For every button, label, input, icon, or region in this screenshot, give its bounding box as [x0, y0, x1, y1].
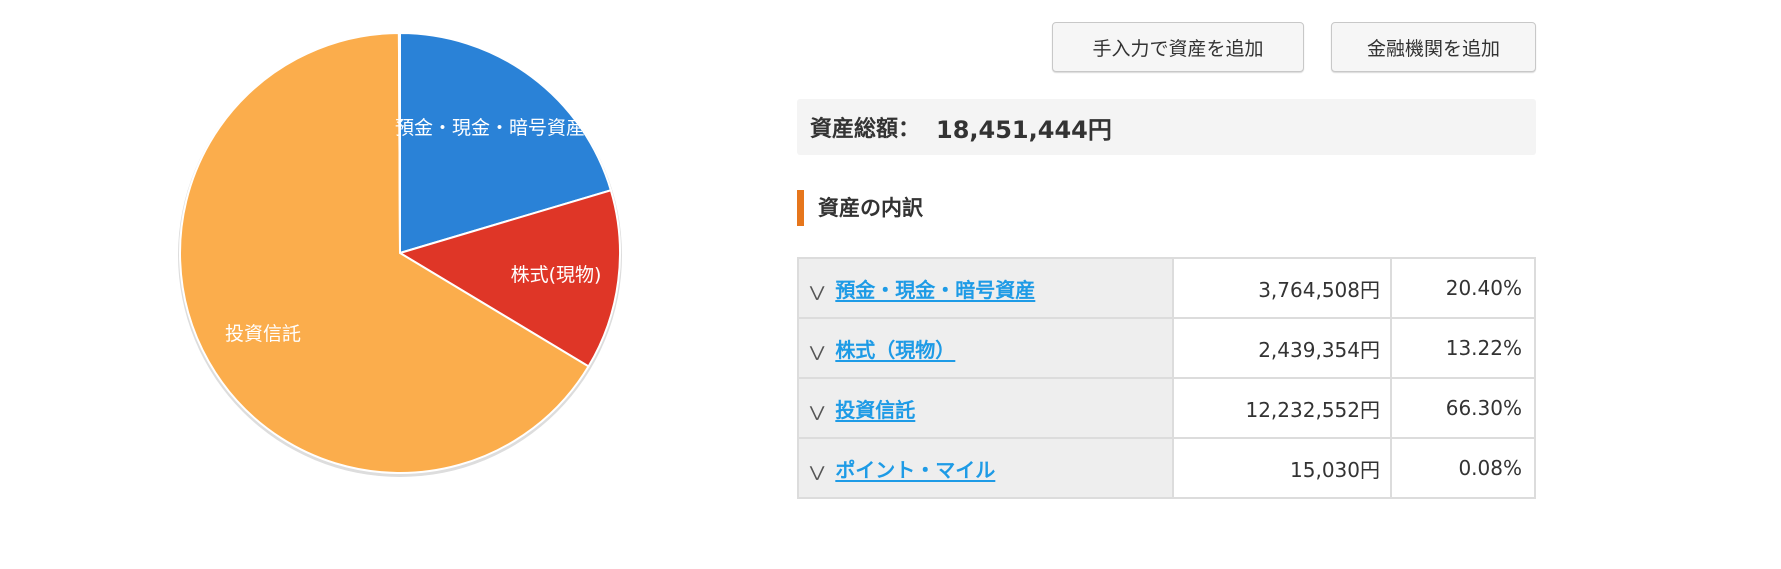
pie-slice[interactable]: [399, 31, 613, 255]
category-cell: ⋁ 株式（現物）: [797, 317, 1174, 379]
category-link[interactable]: 株式（現物）: [835, 337, 956, 362]
category-link[interactable]: 投資信託: [835, 397, 916, 422]
pie-slice-label: 投資信託: [225, 323, 301, 345]
amount-cell: 15,030円: [1172, 437, 1392, 499]
table-row: ⋁ 株式（現物） 2,439,354円 13.22%: [797, 317, 1536, 379]
total-assets-value: 18,451,444円: [936, 115, 1112, 144]
amount-cell: 12,232,552円: [1172, 377, 1392, 439]
table-row: ⋁ ポイント・マイル 15,030円 0.08%: [797, 437, 1536, 499]
percent-cell: 20.40%: [1390, 257, 1536, 319]
percent-cell: 13.22%: [1390, 317, 1536, 379]
total-assets-label: 資産総額：: [810, 117, 921, 142]
chevron-down-icon[interactable]: ⋁: [809, 282, 825, 301]
manual-add-asset-button[interactable]: 手入力で資産を追加: [1052, 22, 1304, 72]
chevron-down-icon[interactable]: ⋁: [809, 342, 825, 361]
total-assets: 資産総額： 18,451,444円: [797, 99, 1536, 155]
percent-cell: 0.08%: [1390, 437, 1536, 499]
amount-cell: 2,439,354円: [1172, 317, 1392, 379]
pie-slice[interactable]: [397, 189, 621, 368]
category-link[interactable]: ポイント・マイル: [835, 457, 996, 482]
category-cell: ⋁ ポイント・マイル: [797, 437, 1174, 499]
chevron-down-icon[interactable]: ⋁: [809, 462, 825, 481]
category-link[interactable]: 預金・現金・暗号資産: [835, 277, 1036, 302]
add-institution-button[interactable]: 金融機関を追加: [1331, 22, 1536, 72]
section-title: 資産の内訳: [797, 190, 923, 226]
percent-cell: 66.30%: [1390, 377, 1536, 439]
table-row: ⋁ 預金・現金・暗号資産 3,764,508円 20.40%: [797, 257, 1536, 319]
asset-breakdown-table: ⋁ 預金・現金・暗号資産 3,764,508円 20.40% ⋁ 株式（現物） 2,4…: [797, 257, 1536, 499]
pie-slice[interactable]: [397, 31, 401, 254]
amount-cell: 3,764,508円: [1172, 257, 1392, 319]
category-cell: ⋁ 預金・現金・暗号資産: [797, 257, 1174, 319]
pie-slice[interactable]: [179, 31, 590, 474]
category-cell: ⋁ 投資信託: [797, 377, 1174, 439]
table-row: ⋁ 投資信託 12,232,552円 66.30%: [797, 377, 1536, 439]
chevron-down-icon[interactable]: ⋁: [809, 402, 825, 421]
pie-slice-label: 株式(現物): [511, 264, 602, 286]
pie-slice-label: 預金・現金・暗号資産: [395, 117, 585, 139]
